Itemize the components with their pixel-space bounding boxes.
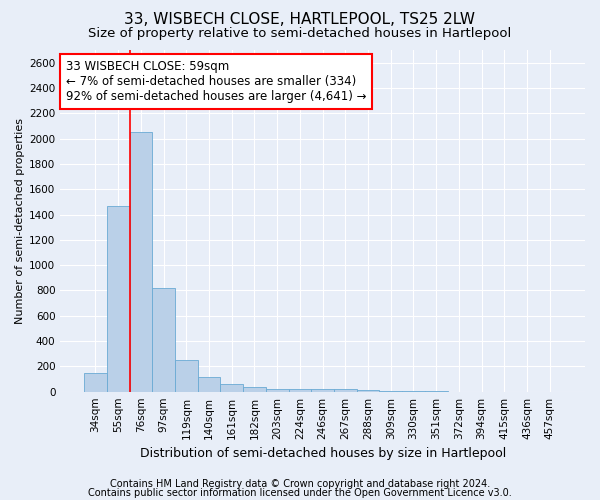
Bar bbox=[243, 388, 266, 392]
Bar bbox=[84, 372, 107, 392]
Text: Contains HM Land Registry data © Crown copyright and database right 2024.: Contains HM Land Registry data © Crown c… bbox=[110, 479, 490, 489]
Text: Size of property relative to semi-detached houses in Hartlepool: Size of property relative to semi-detach… bbox=[88, 28, 512, 40]
Text: Contains public sector information licensed under the Open Government Licence v3: Contains public sector information licen… bbox=[88, 488, 512, 498]
Text: 33 WISBECH CLOSE: 59sqm
← 7% of semi-detached houses are smaller (334)
92% of se: 33 WISBECH CLOSE: 59sqm ← 7% of semi-det… bbox=[65, 60, 366, 104]
Bar bbox=[379, 391, 402, 392]
Bar bbox=[175, 360, 198, 392]
Bar bbox=[289, 388, 311, 392]
Y-axis label: Number of semi-detached properties: Number of semi-detached properties bbox=[15, 118, 25, 324]
Bar bbox=[334, 389, 357, 392]
Text: 33, WISBECH CLOSE, HARTLEPOOL, TS25 2LW: 33, WISBECH CLOSE, HARTLEPOOL, TS25 2LW bbox=[125, 12, 476, 28]
Bar bbox=[107, 206, 130, 392]
Bar bbox=[220, 384, 243, 392]
Bar bbox=[311, 388, 334, 392]
Bar bbox=[130, 132, 152, 392]
Bar bbox=[357, 390, 379, 392]
Bar bbox=[152, 288, 175, 392]
X-axis label: Distribution of semi-detached houses by size in Hartlepool: Distribution of semi-detached houses by … bbox=[140, 447, 506, 460]
Bar bbox=[266, 388, 289, 392]
Bar bbox=[198, 377, 220, 392]
